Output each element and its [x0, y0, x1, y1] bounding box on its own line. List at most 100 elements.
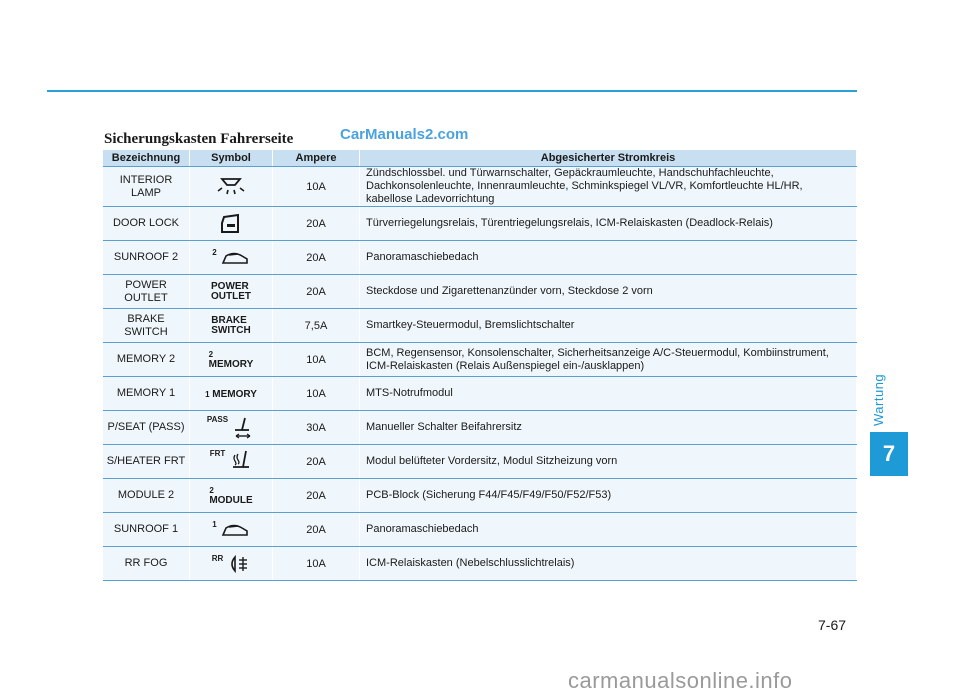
symbol-superscript: 2	[208, 349, 214, 359]
fuse-ampere: 10A	[272, 342, 360, 377]
watermark-top: CarManuals2.com	[340, 126, 469, 143]
fuse-symbol	[189, 206, 273, 241]
symbol-label-line: MEMORY	[212, 388, 257, 400]
symbol-superscript: 2	[209, 485, 214, 495]
fuse-symbol	[189, 166, 273, 207]
table-header-row: Bezeichnung Symbol Ampere Abgesicherter …	[103, 150, 857, 167]
fuse-circuit: MTS-Notrufmodul	[359, 376, 857, 411]
fuse-symbol: 2 MODULE	[189, 478, 273, 513]
sunroof-icon	[221, 252, 248, 264]
fuse-ampere: 20A	[272, 274, 360, 309]
section-title: Sicherungskasten Fahrerseite	[104, 131, 294, 147]
fuse-circuit: Panoramaschiebedach	[359, 512, 857, 547]
fuse-ampere: 20A	[272, 478, 360, 513]
table-row: MODULE 2 2 MODULE 20A PCB-Block (Sicheru…	[103, 478, 857, 513]
fuse-name-text: MEMORY 2	[116, 353, 176, 365]
fuse-name-text: MEMORY 1	[116, 387, 176, 399]
symbol-superscript: 2	[212, 247, 217, 257]
fuse-name-text: S/HEATER FRT	[106, 455, 186, 467]
fuse-circuit: Manueller Schalter Beifahrersitz	[359, 410, 857, 445]
col-header-symbol: Symbol	[189, 150, 273, 167]
fuse-circuit: ICM-Relaiskasten (Nebelschlusslichtrelai…	[359, 546, 857, 581]
fuse-name-text: MODULE 2	[117, 489, 175, 501]
fuse-ampere: 10A	[272, 546, 360, 581]
fuse-ampere: 20A	[272, 240, 360, 275]
fuse-circuit: Zündschlossbel. und Türwarnschalter, Gep…	[359, 166, 857, 207]
fuse-name: MEMORY 1	[103, 376, 190, 411]
fuse-symbol: BRAKE SWITCH	[189, 308, 273, 343]
chapter-label: Wartung	[871, 373, 886, 427]
col-header-ampere: Ampere	[272, 150, 360, 167]
symbol-label: 2 MODULE	[209, 486, 252, 506]
table-row: BRAKE SWITCH BRAKE SWITCH 7,5A Smartkey-…	[103, 308, 857, 343]
seat-heater-icon	[233, 450, 250, 468]
fuse-name: SUNROOF 1	[103, 512, 190, 547]
symbol-superscript: PASS	[206, 414, 229, 424]
table-row: P/SEAT (PASS) PASS 30A Manueller Schalte…	[103, 410, 857, 445]
symbol-label: 2 MEMORY	[209, 350, 254, 370]
fuse-name-text: DOOR LOCK	[112, 217, 179, 229]
fuse-circuit: Steckdose und Zigarettenanzünder vorn, S…	[359, 274, 857, 309]
fuse-name-text: RR FOG	[124, 557, 168, 569]
fuse-name: INTERIOR LAMP	[103, 166, 190, 207]
fuse-circuit: Modul belüfteter Vordersitz, Modul Sitzh…	[359, 444, 857, 479]
fuse-name-text: P/SEAT (PASS)	[107, 421, 185, 433]
fuse-ampere: 20A	[272, 444, 360, 479]
symbol-label-line: BRAKE	[211, 314, 247, 326]
fuse-symbol: 2 MEMORY	[189, 342, 273, 377]
symbol-label: BRAKE SWITCH	[211, 314, 251, 336]
page-number: 7-67	[818, 617, 847, 633]
fuse-name: POWER OUTLET	[103, 274, 190, 309]
fuse-ampere: 30A	[272, 410, 360, 445]
table-row: POWER OUTLET POWER OUTLET 20A Steckdose …	[103, 274, 857, 309]
fuse-name: BRAKE SWITCH	[103, 308, 190, 343]
top-rule	[47, 90, 857, 92]
fuse-circuit: BCM, Regensensor, Konsolenschalter, Sich…	[359, 342, 857, 377]
fuse-name-text: SUNROOF 2	[113, 251, 179, 263]
symbol-label-line: SWITCH	[211, 324, 251, 336]
fuse-symbol: 1	[189, 512, 273, 547]
symbol-label-line: MODULE	[209, 494, 253, 506]
fuse-symbol: 2	[189, 240, 273, 275]
symbol-superscript: 1	[205, 389, 210, 399]
table-row: S/HEATER FRT FRT 20A Modul belüfteter Vo…	[103, 444, 857, 479]
chapter-number: 7	[870, 432, 908, 476]
fuse-circuit: PCB-Block (Sicherung F44/F45/F49/F50/F52…	[359, 478, 857, 513]
fuse-ampere: 10A	[272, 166, 360, 207]
fuse-name-text: SUNROOF 1	[113, 523, 179, 535]
symbol-superscript: 1	[212, 519, 217, 529]
fuse-name: MEMORY 2	[103, 342, 190, 377]
table-row: INTERIOR LAMP 10A Zündschlossbel. und Tü…	[103, 166, 857, 207]
fuse-ampere: 20A	[272, 512, 360, 547]
fuse-circuit: Panoramaschiebedach	[359, 240, 857, 275]
symbol-superscript: FRT	[209, 448, 226, 458]
fuse-table: Bezeichnung Symbol Ampere Abgesicherter …	[103, 150, 857, 581]
symbol-superscript: RR	[211, 553, 224, 563]
col-header-circuit: Abgesicherter Stromkreis	[359, 150, 857, 167]
table-row: SUNROOF 2 2 20A Panoramaschiebedach	[103, 240, 857, 275]
fuse-circuit: Smartkey-Steuermodul, Bremslichtschalter	[359, 308, 857, 343]
symbol-label-line: OUTLET	[211, 290, 251, 302]
fuse-symbol: FRT	[189, 444, 273, 479]
fuse-symbol: RR	[189, 546, 273, 581]
fuse-name-text: BRAKE SWITCH	[124, 312, 168, 338]
symbol-label: 1 MEMORY	[205, 388, 257, 400]
fuse-name-text: POWER OUTLET	[124, 278, 168, 304]
sunroof-icon	[221, 524, 248, 536]
symbol-label: POWER OUTLET	[211, 280, 251, 302]
power-seat-icon	[235, 417, 251, 438]
fuse-name: MODULE 2	[103, 478, 190, 513]
rear-fog-icon	[231, 554, 248, 573]
table-row: MEMORY 1 1 MEMORY 10A MTS-Notrufmodul	[103, 376, 857, 411]
fuse-circuit: Türverriegelungsrelais, Türentriegelungs…	[359, 206, 857, 241]
fuse-name: RR FOG	[103, 546, 190, 581]
fuse-symbol: POWER OUTLET	[189, 274, 273, 309]
col-header-name: Bezeichnung	[103, 150, 190, 167]
fuse-ampere: 10A	[272, 376, 360, 411]
table-row: MEMORY 2 2 MEMORY 10A BCM, Regensensor, …	[103, 342, 857, 377]
watermark-bottom: carmanualsonline.info	[568, 668, 793, 693]
fuse-name-text: INTERIOR LAMP	[119, 173, 173, 199]
fuse-symbol: PASS	[189, 410, 273, 445]
fuse-ampere: 20A	[272, 206, 360, 241]
symbol-label-line: POWER	[211, 280, 249, 292]
